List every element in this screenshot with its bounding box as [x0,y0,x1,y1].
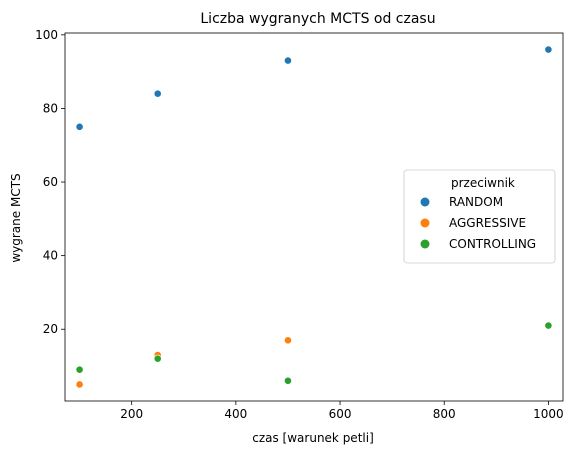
y-tick-label: 40 [43,249,58,263]
data-points [75,45,553,389]
y-axis-ticks: 20 40 60 80 100 [35,28,65,336]
y-tick-label: 60 [43,175,58,189]
legend-marker-aggressive [420,218,430,228]
axes-frame [64,32,564,402]
data-point-controlling [284,376,292,385]
x-tick-label: 600 [329,407,352,421]
data-point-controlling [75,365,84,374]
legend-label-controlling: CONTROLLING [449,237,536,251]
x-tick-label: 200 [120,407,143,421]
data-point-random [75,122,84,131]
legend-label-aggressive: AGGRESSIVE [449,216,526,230]
legend-box [403,169,556,264]
data-point-aggressive [75,380,84,389]
legend-marker-controlling [420,239,430,249]
legend: przeciwnik RANDOM AGGRESSIVE CONTROLLING [403,169,556,264]
x-tick-label: 400 [224,407,247,421]
y-tick-label: 100 [35,28,58,42]
y-axis-label: wygrane MCTS [9,173,23,262]
chart-title: Liczba wygranych MCTS od czasu [200,11,435,27]
data-point-random [544,45,553,54]
data-point-controlling [544,321,553,330]
legend-title: przeciwnik [451,176,515,190]
x-axis-ticks: 200 400 600 800 1000 [120,401,564,421]
legend-label-random: RANDOM [449,195,503,209]
y-tick-label: 20 [43,322,58,336]
y-tick-label: 80 [43,101,58,115]
x-axis-label: czas [warunek petli] [252,431,374,445]
legend-marker-random [420,197,430,207]
data-point-controlling [153,354,162,363]
data-point-random [153,89,162,98]
x-tick-label: 1000 [533,407,564,421]
data-point-random [284,56,292,65]
x-tick-label: 800 [433,407,456,421]
data-point-aggressive [284,336,292,345]
